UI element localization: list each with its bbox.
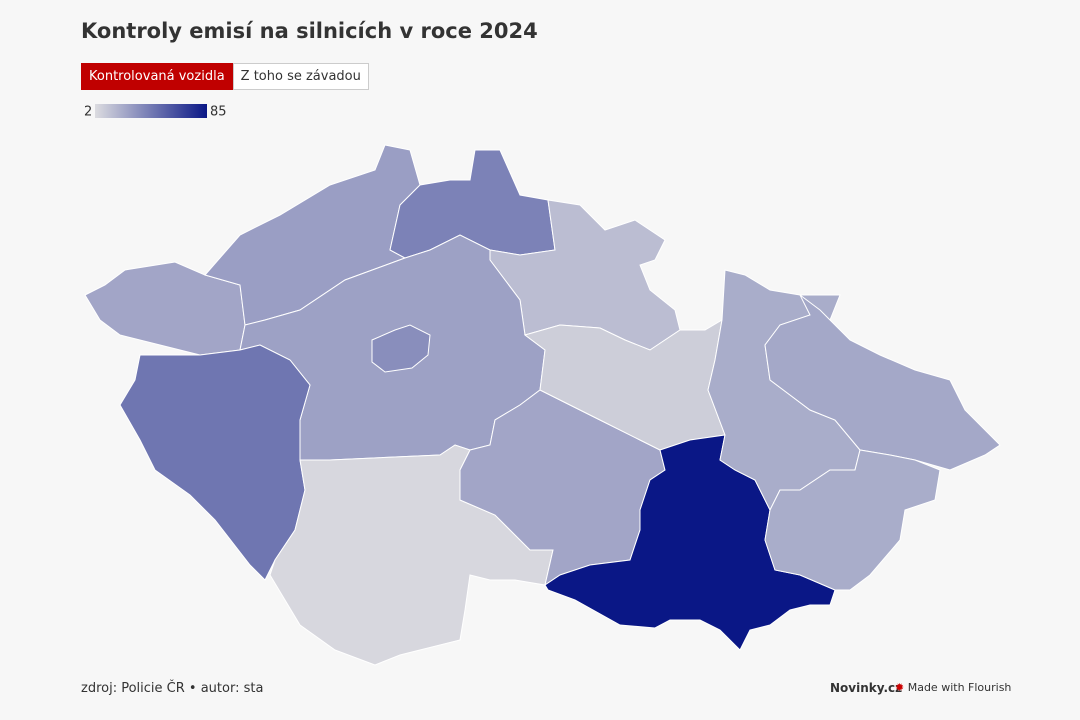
legend-gradient <box>95 104 207 118</box>
tabs: Kontrolovaná vozidla Z toho se závadou <box>81 63 369 90</box>
region[interactable] <box>371 324 431 373</box>
tab[interactable]: Z toho se závadou <box>232 63 369 90</box>
source: zdroj: Policie ČR • autor: sta <box>81 681 264 696</box>
region[interactable] <box>764 294 1001 471</box>
legend-min: 2 <box>84 105 92 120</box>
legend-max: 85 <box>210 105 227 120</box>
tab[interactable]: Kontrolovaná vozidla <box>81 63 233 90</box>
credit-text: Made with Flourish <box>907 681 1012 694</box>
region[interactable] <box>764 449 941 591</box>
region[interactable] <box>119 344 311 581</box>
credit: ✹ Made with Flourish <box>895 681 1012 694</box>
title: Kontroly emisí na silnicích v roce 2024 <box>81 19 538 43</box>
brand: Novinky.cz <box>830 681 903 695</box>
